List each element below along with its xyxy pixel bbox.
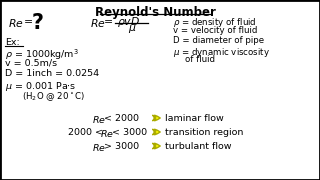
Text: =: =: [104, 17, 113, 27]
Text: $\rho$ = 1000kg/m$^3$: $\rho$ = 1000kg/m$^3$: [5, 47, 79, 62]
Text: < 2000: < 2000: [104, 114, 139, 123]
Text: =: =: [24, 17, 33, 27]
Text: turbulant flow: turbulant flow: [165, 142, 231, 151]
Text: D = 1inch = 0.0254: D = 1inch = 0.0254: [5, 69, 99, 78]
Text: Ex:: Ex:: [5, 38, 20, 47]
Text: transition region: transition region: [165, 128, 244, 137]
Text: $\rho$ = density of fluid: $\rho$ = density of fluid: [173, 16, 257, 29]
Text: < 3000: < 3000: [112, 128, 147, 137]
Text: 2000 <: 2000 <: [68, 128, 103, 137]
Text: ?: ?: [32, 13, 44, 33]
Text: of fluid: of fluid: [185, 55, 215, 64]
Text: > 3000: > 3000: [104, 142, 139, 151]
Text: D = diameter of pipe: D = diameter of pipe: [173, 36, 264, 45]
Text: $\mathit{Re}$: $\mathit{Re}$: [90, 17, 106, 29]
Text: $\mathit{Re}$: $\mathit{Re}$: [92, 142, 106, 153]
Text: $\rho$vD: $\rho$vD: [117, 15, 140, 29]
Text: laminar flow: laminar flow: [165, 114, 224, 123]
Text: $\mathit{Re}$: $\mathit{Re}$: [8, 17, 24, 29]
Text: $\mu$ = dynamic viscosity: $\mu$ = dynamic viscosity: [173, 46, 270, 59]
Text: $\mu$: $\mu$: [128, 23, 137, 35]
Text: (H$_2$O @ 20$^\circ$C): (H$_2$O @ 20$^\circ$C): [22, 90, 85, 103]
Text: v = 0.5m/s: v = 0.5m/s: [5, 58, 57, 67]
Text: $\mu$ = 0.001 Pa$\cdot$s: $\mu$ = 0.001 Pa$\cdot$s: [5, 80, 76, 93]
Text: Reynold's Number: Reynold's Number: [95, 6, 215, 19]
Text: v = velocity of fluid: v = velocity of fluid: [173, 26, 257, 35]
Text: $\mathit{Re}$: $\mathit{Re}$: [100, 128, 114, 139]
Text: $\mathit{Re}$: $\mathit{Re}$: [92, 114, 106, 125]
